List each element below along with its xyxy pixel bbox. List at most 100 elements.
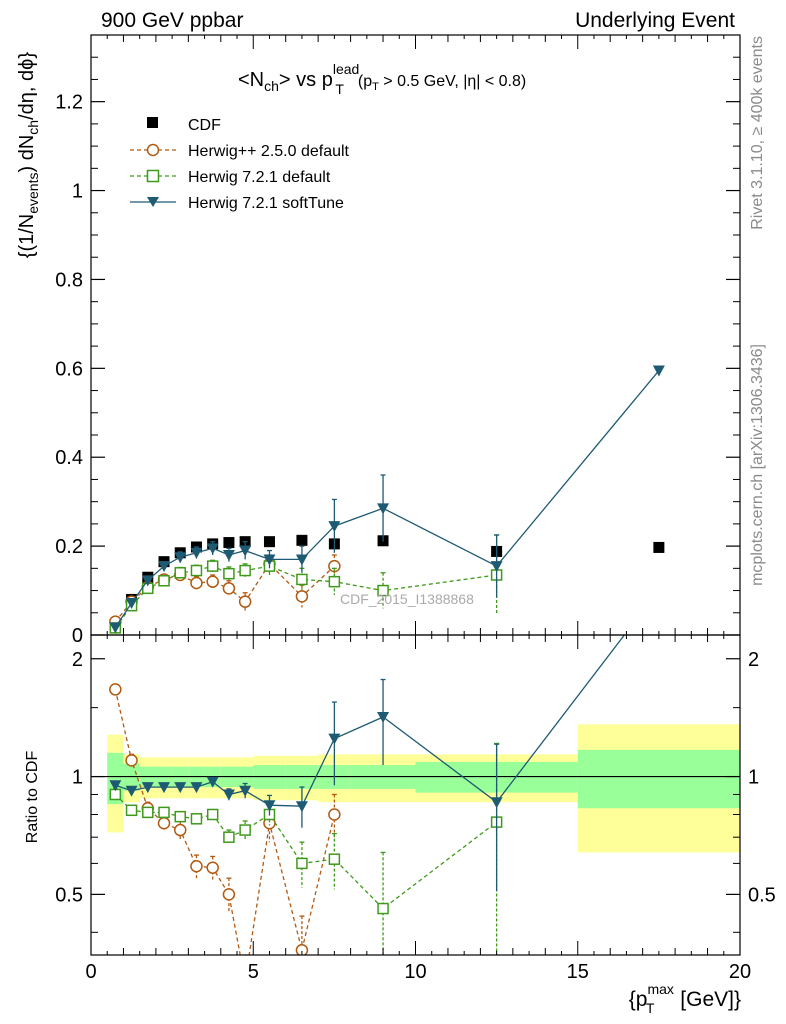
ratio-y-tick-label: 1 (72, 767, 83, 789)
ratio-point-herwig721 (223, 831, 235, 843)
main-y-tick-label: 0 (72, 625, 83, 647)
ratio-point-softtune (653, 585, 665, 596)
main-point-herwigpp (238, 595, 252, 608)
legend-label-softtune: Herwig 7.2.1 softTune (188, 195, 344, 212)
main-point-softtune (174, 552, 187, 564)
header-left-label: 900 GeV ppbar (101, 9, 243, 32)
main-point-softtune (652, 365, 665, 377)
ratio-y-tick-label-right: 1 (748, 767, 759, 789)
ratio-y-tick-label: 2 (72, 649, 83, 671)
ratio-point-softtune (490, 797, 503, 809)
main-y-axis-label: {(1/Nevents) dNch/dη, dϕ} (16, 52, 41, 259)
ratio-point-softtune (206, 776, 219, 788)
ratio-point-softtune (239, 785, 252, 797)
ratio-frame (90, 634, 741, 956)
x-tick-label: 20 (729, 961, 751, 983)
main-point-softtune (190, 547, 203, 559)
main-point-herwig721 (158, 575, 170, 587)
legend-marker-softtune (147, 197, 159, 207)
main-point-herwig721 (223, 567, 235, 580)
ratio-point-softtune (125, 785, 138, 797)
main-point-herwig721 (206, 560, 219, 572)
main-point-herwig721 (174, 567, 186, 579)
main-point-softtune (295, 554, 308, 566)
ratio-y-tick-label-right: 2 (748, 649, 759, 671)
main-series-herwig721 (109, 534, 503, 634)
ratio-band-inner (577, 749, 740, 809)
main-point-cdf (223, 537, 235, 549)
ratio-line-herwigpp (114, 689, 336, 955)
main-plot-title: <Nch> vs plead T (pT > 0.5 GeV, |η| < 0.8) (238, 61, 526, 97)
ratio-y-axis-label: Ratio to CDF (24, 751, 41, 844)
main-y-tick-label: 1 (72, 181, 83, 203)
ratio-point-herwigpp (173, 823, 187, 837)
main-y-tick-label: 0.4 (55, 447, 83, 469)
main-point-herwigpp (206, 575, 219, 588)
x-tick-label: 10 (404, 961, 426, 983)
legend: CDF Herwig++ 2.5.0 default Herwig 7.2.1 … (130, 117, 350, 212)
ratio-point-softtune (158, 782, 171, 794)
ratio-point-herwig721 (239, 824, 251, 836)
ratio-point-softtune (377, 711, 390, 723)
ratio-line-herwig721 (114, 794, 497, 910)
ratio-point-herwigpp (190, 859, 203, 873)
ratio-point-softtune (109, 780, 122, 792)
ratio-y-tick-label: 0.5 (55, 884, 83, 906)
main-point-softtune (109, 622, 122, 634)
main-point-softtune (141, 575, 154, 587)
legend-marker-herwigpp (146, 143, 160, 157)
main-point-softtune (158, 561, 171, 573)
main-point-cdf (653, 541, 665, 553)
main-y-tick-label: 1.2 (55, 92, 83, 114)
rivet-version-label: Rivet 3.1.10, ≥ 400k events (749, 36, 766, 230)
x-axis-label: {pmax T [GeV]} (629, 981, 741, 1016)
ratio-point-softtune (328, 733, 341, 745)
x-tick-label: 15 (567, 961, 589, 983)
main-point-herwigpp (295, 590, 309, 603)
ratio-point-softtune (295, 801, 308, 813)
ratio-point-softtune (263, 800, 276, 812)
main-point-softtune (490, 561, 503, 573)
main-point-herwig721 (239, 564, 251, 577)
ratio-point-herwigpp (328, 808, 341, 821)
main-panel: CDF_2015_I1388868 <Nch> vs plead T (pT > 0… (16, 34, 741, 647)
main-point-softtune (263, 554, 276, 566)
main-point-herwig721 (328, 575, 341, 588)
main-point-herwigpp (190, 576, 203, 590)
ratio-series-herwigpp (109, 683, 341, 955)
ratio-point-herwig721 (328, 853, 341, 865)
x-tick-label: 0 (85, 961, 96, 983)
main-point-softtune (239, 545, 252, 557)
header-right-label: Underlying Event (575, 9, 735, 32)
ratio-series-softtune (109, 585, 665, 892)
legend-label-cdf: CDF (188, 117, 221, 134)
main-y-tick-label: 0.6 (55, 358, 83, 380)
ratio-point-softtune (222, 789, 235, 801)
ratio-point-softtune (141, 782, 154, 794)
main-point-softtune (222, 550, 235, 561)
ratio-point-herwig721 (190, 813, 203, 825)
main-point-softtune (206, 543, 219, 555)
legend-label-herwig721: Herwig 7.2.1 default (188, 169, 331, 186)
analysis-watermark: CDF_2015_I1388868 (340, 591, 474, 607)
ratio-point-herwigpp (109, 683, 122, 696)
legend-marker-herwig721 (146, 169, 160, 183)
ratio-y-tick-label-right: 0.5 (748, 884, 776, 906)
ratio-point-herwig721 (377, 902, 389, 915)
ratio-point-herwig721 (158, 806, 170, 819)
main-y-tick-label: 0.2 (55, 536, 83, 558)
ratio-point-herwigpp (222, 888, 236, 901)
legend-marker-cdf (147, 117, 158, 128)
main-y-tick-label: 0.8 (55, 269, 83, 291)
main-point-herwigpp (222, 582, 236, 595)
main-point-herwig721 (190, 564, 203, 577)
ratio-point-herwigpp (206, 861, 219, 874)
main-point-herwig721 (377, 584, 389, 597)
main-point-softtune (125, 598, 138, 609)
ratio-point-herwig721 (206, 808, 219, 821)
ratio-point-softtune (190, 782, 203, 794)
main-point-cdf (263, 536, 275, 548)
main-point-softtune (377, 503, 390, 515)
mcplots-reference-label: mcplots.cern.ch [arXiv:1306.3436] (749, 344, 766, 586)
ratio-point-herwigpp (125, 754, 138, 767)
